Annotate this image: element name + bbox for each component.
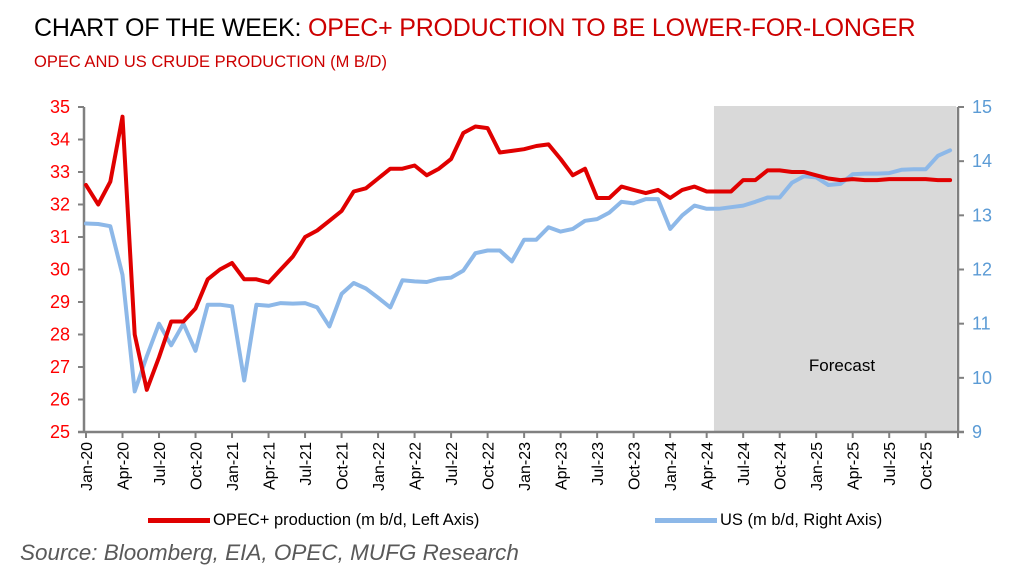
left-axis-tick-label: 35 [50,97,70,117]
opec-series-line [84,114,953,392]
x-axis-tick-label: Jul-22 [444,442,461,486]
legend-swatch-us [655,518,717,523]
right-axis-tick-label: 10 [972,368,992,388]
x-axis-tick-label: Apr-20 [116,442,133,490]
source-note: Source: Bloomberg, EIA, OPEC, MUFG Resea… [20,540,519,565]
right-axis-tick-label: 13 [972,205,992,225]
right-axis-tick-label: 11 [972,314,991,334]
left-axis-tick-label: 25 [50,422,70,442]
left-axis-tick-label: 29 [50,292,70,312]
left-axis-tick-label: 28 [50,325,70,345]
x-axis-tick-label: Jul-24 [736,442,753,486]
x-axis-tick-label: Jan-21 [225,442,242,491]
x-axis-tick-label: Jan-22 [371,442,388,491]
x-axis-tick-label: Oct-21 [335,442,352,490]
x-axis-tick-label: Jul-25 [882,442,899,486]
left-axis-tick-label: 33 [50,162,70,182]
legend-item-opec: OPEC+ production (m b/d, Left Axis) [148,511,479,530]
left-axis-tick-label: 34 [50,130,70,150]
title-accent: OPEC+ PRODUCTION TO BE LOWER-FOR-LONGER [308,14,916,42]
left-axis-tick-label: 31 [50,227,70,247]
left-axis-tick-label: 26 [50,390,70,410]
legend-label-us: US (m b/d, Right Axis) [720,511,883,529]
x-axis-tick-label: Oct-23 [627,442,644,490]
x-axis-tick-label: Jul-23 [590,442,607,486]
left-axis-tick-label: 27 [50,357,70,377]
x-axis-tick-label: Apr-25 [846,442,863,490]
right-axis-tick-label: 14 [972,151,992,171]
left-axis-tick-label: 32 [50,195,70,215]
x-axis-tick-label: Apr-23 [554,442,571,490]
right-axis-tick-label: 15 [972,97,992,117]
x-axis-tick-label: Jan-23 [517,442,534,491]
x-axis-tick-label: Jul-20 [152,442,169,486]
x-axis-tick-label: Oct-22 [481,442,498,490]
chart-subtitle: OPEC AND US CRUDE PRODUCTION (M B/D) [34,53,387,71]
chart-title: CHART OF THE WEEK: OPEC+ PRODUCTION TO B… [34,14,916,43]
legend-label-opec: OPEC+ production (m b/d, Left Axis) [213,511,480,529]
x-axis-tick-label: Apr-22 [408,442,425,490]
x-axis-tick-label: Oct-25 [919,442,936,490]
x-axis-tick-label: Jan-25 [809,442,826,491]
left-axis-tick-label: 30 [50,260,70,280]
right-axis-tick-label: 12 [972,260,992,280]
right-axis-tick-label: 9 [972,422,982,442]
legend-swatch-opec [148,518,210,523]
legend-item-us: US (m b/d, Right Axis) [655,511,882,530]
forecast-band [713,106,956,432]
x-axis-tick-label: Oct-20 [189,442,206,490]
x-axis-tick-label: Jan-20 [79,442,96,491]
x-axis-tick-label: Apr-21 [262,442,279,490]
us-series-line [84,148,953,394]
title-prefix: CHART OF THE WEEK: [34,14,309,42]
forecast-label: Forecast [809,356,875,375]
x-axis-tick-label: Jul-21 [298,442,315,486]
x-axis-tick-label: Oct-24 [773,442,790,490]
x-axis-tick-label: Jan-24 [663,442,680,491]
x-axis-tick-label: Apr-24 [700,442,717,490]
